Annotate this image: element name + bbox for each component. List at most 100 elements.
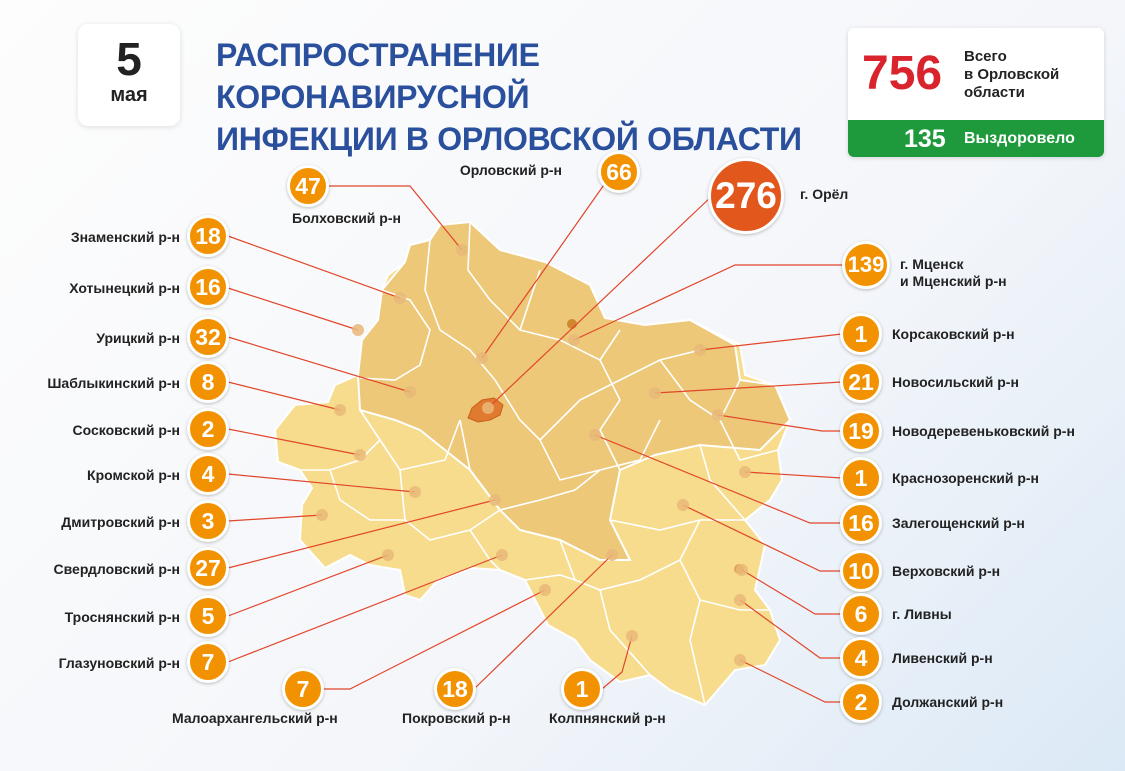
district-label-korsakovo: Корсаковский р-н [892,326,1015,342]
title-line-1: РАСПРОСТРАНЕНИЕ КОРОНАВИРУСНОЙ [216,37,540,115]
district-label-kromy: Кромской р-н [87,467,180,483]
total-cases-label: Всего в Орловской области [964,48,1060,101]
district-value-bolkhov: 47 [287,165,329,207]
district-label-sverdlovsky: Свердловский р-н [53,561,181,577]
district-label-novosil: Новосильский р-н [892,374,1019,390]
total-cases-value: 756 [862,47,943,100]
district-value-znamensky: 18 [187,215,229,257]
leader-line-livensky [739,599,842,659]
district-label-uritsky: Урицкий р-н [96,330,180,346]
leader-line-orlovsky [481,181,607,359]
district-value-glazunovka: 7 [187,641,229,683]
district-value-novosil: 21 [840,361,882,403]
district-dot-kolpna [626,630,638,642]
district-value-orlovsky: 66 [598,151,640,193]
recovered-panel: 135 Выздоровело [848,120,1104,157]
district-dot-novoderevenkovsky [712,409,724,421]
title-line-2: ИНФЕКЦИИ В ОРЛОВСКОЙ ОБЛАСТИ [216,121,802,157]
district-dot-livensky [734,594,746,606]
district-value-novoderevenkovsky: 19 [840,410,882,452]
district-value-maloarkhangelsk: 7 [282,668,324,710]
page-title: РАСПРОСТРАНЕНИЕ КОРОНАВИРУСНОЙ ИНФЕКЦИИ … [216,34,826,160]
district-dot-trosna [382,549,394,561]
district-value-krasnaya-zarya: 1 [840,457,882,499]
district-markers [316,244,751,666]
district-dot-novosil [649,387,661,399]
district-dot-maloarkhangelsk [539,584,551,596]
district-dot-soskovo [354,449,366,461]
leader-line-korsakovo [699,333,843,351]
district-label-livny: г. Ливны [892,606,952,622]
district-dot-shablykino [334,404,346,416]
district-value-uritsky: 32 [187,316,229,358]
district-label-orlovsky: Орловский р-н [459,162,562,178]
leader-line-soskovo [227,428,361,456]
district-dot-mtsensk [568,334,580,346]
district-label-dmitrovsk: Дмитровский р-н [61,514,180,530]
district-dot-verkhovye [677,499,689,511]
district-dot-bolkhov [456,244,468,256]
leader-line-mtsensk [573,264,845,341]
leader-line-zalegoshch [594,434,842,524]
district-dot-uritsky [404,386,416,398]
district-label-novoderevenkovsky: Новодеревеньковский р-н [892,423,1075,439]
district-borders [300,221,779,706]
district-dot-dolgoe [734,654,746,666]
total-cases-panel: 756 Всего в Орловской области [848,28,1104,120]
district-label-khotynets: Хотынецкий р-н [69,280,180,296]
leader-line-kolpna [601,635,633,690]
district-label-zalegoshch: Залегощенский р-н [892,515,1025,531]
district-label-bolkhov: Болховский р-н [292,210,401,226]
leader-line-verkhovye [682,504,842,572]
recovered-label: Выздоровело [964,130,1075,147]
district-value-zalegoshch: 16 [840,502,882,544]
district-value-kolpna: 1 [561,668,603,710]
district-value-trosna: 5 [187,595,229,637]
leader-line-krasnaya-zarya [744,471,843,479]
leader-line-bolkhov [326,185,463,251]
district-dot-kromy [409,486,421,498]
district-label-krasnaya-zarya: Краснозоренский р-н [892,470,1040,486]
district-label-dolgoe: Должанский р-н [892,694,1004,710]
district-dot-sverdlovsky [489,494,501,506]
leader-line-novosil [654,381,843,394]
district-value-verkhovye: 10 [840,550,882,592]
district-value-mtsensk: 139 [842,241,890,289]
leader-line-novoderevenkovsky [717,414,842,432]
district-value-khotynets: 16 [187,266,229,308]
district-dot-livny [736,564,748,576]
district-value-livensky: 4 [840,637,882,679]
leader-lines [227,181,845,703]
district-dot-zalegoshch [589,429,601,441]
recovered-value: 135 [904,125,946,153]
leader-line-uritsky [227,336,411,393]
district-value-livny: 6 [840,593,882,635]
district-value-orel: 276 [708,158,784,234]
leader-line-dmitrovsk [227,514,323,522]
leader-line-trosna [227,554,389,617]
date-card: 5 мая [78,24,180,126]
district-value-korsakovo: 1 [840,313,882,355]
leader-line-livny [741,569,842,615]
leader-line-kromy [227,473,416,493]
mtsensk-city-shape [567,319,577,329]
district-dot-pokrovskoe [606,549,618,561]
district-dot-orlovsky [476,352,488,364]
leader-line-shablykino [227,381,341,411]
central-zone [356,220,792,561]
leader-line-khotynets [227,287,359,331]
district-label-pokrovskoe: Покровский р-н [402,710,511,726]
leader-line-pokrovskoe [473,554,613,690]
district-dot-korsakovo [694,344,706,356]
district-label-glazunovka: Глазуновский р-н [58,655,180,671]
district-value-dolgoe: 2 [840,681,882,723]
date-month: мая [110,84,148,106]
district-label-verkhovye: Верховский р-н [892,563,1001,579]
district-dot-znamensky [394,292,406,304]
district-dot-orel [482,402,494,414]
district-dot-dmitrovsk [316,509,328,521]
district-value-shablykino: 8 [187,361,229,403]
leader-line-dolgoe [739,659,842,703]
district-label-znamensky: Знаменский р-н [70,229,180,245]
district-value-kromy: 4 [187,453,229,495]
